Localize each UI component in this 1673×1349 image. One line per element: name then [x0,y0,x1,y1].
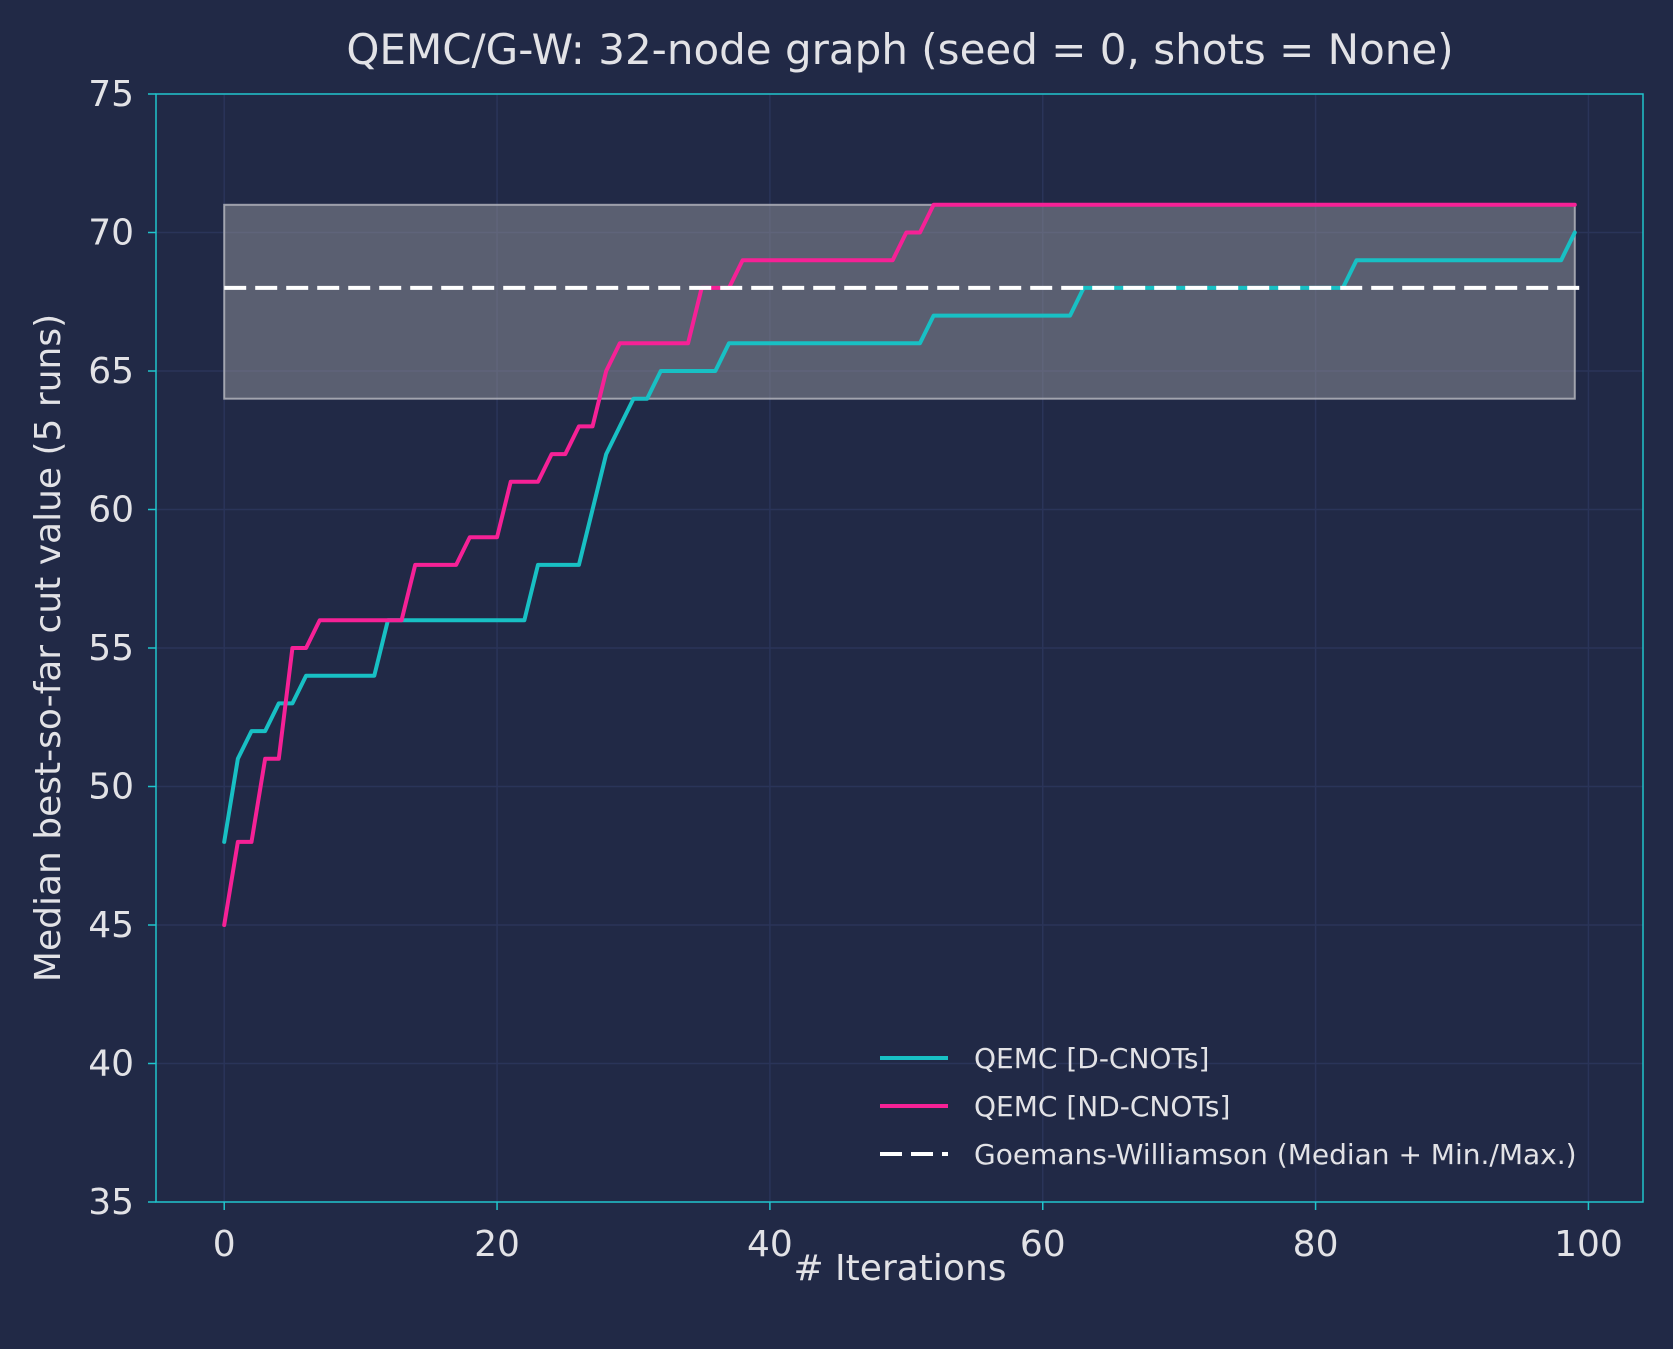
y-tick-label: 40 [88,1044,134,1085]
gw-min-max-band [223,203,1576,400]
legend-item-gw: Goemans-Williamson (Median + Min./Max.) [880,1138,1577,1171]
y-tick-label: 65 [88,351,134,392]
legend-item-nd-cnots: QEMC [ND-CNOTs] [880,1090,1230,1123]
y-tick-label: 75 [88,74,134,115]
y-tick-label: 50 [88,767,134,808]
x-tick-label: 0 [213,1224,236,1265]
x-tick-label: 20 [474,1224,520,1265]
chart-title: QEMC/G-W: 32-node graph (seed = 0, shots… [346,25,1453,74]
x-axis-ticks: 0 20 40 60 80 100 [213,1202,1623,1265]
legend-item-d-cnots: QEMC [D-CNOTs] [880,1042,1209,1075]
y-tick-label: 70 [88,213,134,254]
legend-label: Goemans-Williamson (Median + Min./Max.) [974,1138,1577,1171]
y-axis-label: Median best-so-far cut value (5 runs) [28,314,69,982]
series-line-nd-cnots [222,202,1577,927]
x-tick-label: 100 [1554,1224,1623,1265]
legend-label: QEMC [ND-CNOTs] [974,1090,1230,1123]
series-line-d-cnots [222,230,1577,844]
x-tick-label: 40 [747,1224,793,1265]
legend-label: QEMC [D-CNOTs] [974,1042,1209,1075]
gw-band-layer [223,203,1576,400]
y-tick-label: 35 [88,1182,134,1223]
legend: QEMC [D-CNOTs] QEMC [ND-CNOTs] Goemans-Wil… [880,1042,1577,1171]
y-tick-label: 60 [88,490,134,531]
y-tick-label: 45 [88,905,134,946]
x-tick-label: 60 [1020,1224,1066,1265]
y-tick-label: 55 [88,628,134,669]
x-axis-label: # Iterations [793,1248,1006,1289]
x-tick-label: 80 [1293,1224,1339,1265]
series-layer [222,202,1585,927]
y-axis-ticks: 35 40 45 50 55 60 65 70 75 [88,74,156,1223]
